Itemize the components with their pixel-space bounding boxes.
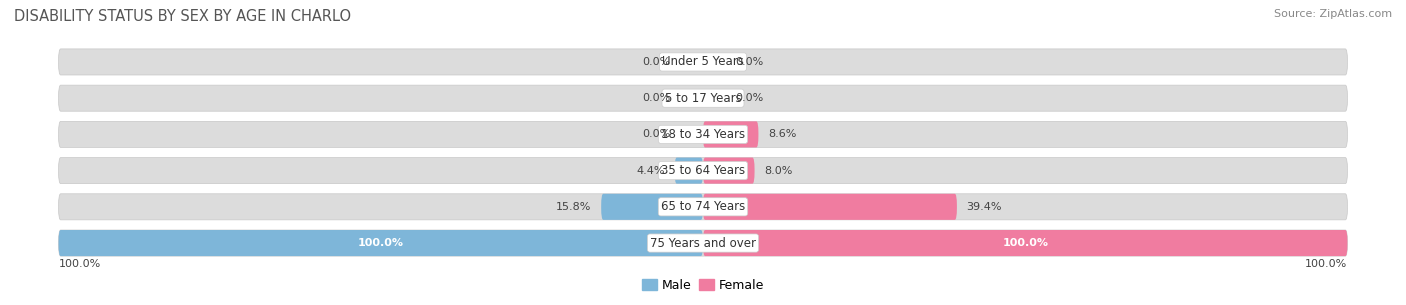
Text: Source: ZipAtlas.com: Source: ZipAtlas.com (1274, 9, 1392, 19)
Text: 0.0%: 0.0% (735, 93, 763, 103)
Text: 100.0%: 100.0% (1305, 259, 1347, 269)
Text: 5 to 17 Years: 5 to 17 Years (665, 92, 741, 105)
Text: 35 to 64 Years: 35 to 64 Years (661, 164, 745, 177)
FancyBboxPatch shape (703, 121, 758, 147)
FancyBboxPatch shape (675, 158, 703, 184)
FancyBboxPatch shape (602, 194, 703, 220)
FancyBboxPatch shape (59, 158, 1347, 184)
Text: 65 to 74 Years: 65 to 74 Years (661, 200, 745, 213)
Text: Under 5 Years: Under 5 Years (662, 56, 744, 68)
FancyBboxPatch shape (703, 158, 755, 184)
Text: 0.0%: 0.0% (643, 93, 671, 103)
FancyBboxPatch shape (59, 49, 1347, 75)
Text: 8.0%: 8.0% (765, 166, 793, 176)
Text: 4.4%: 4.4% (637, 166, 665, 176)
Text: 18 to 34 Years: 18 to 34 Years (661, 128, 745, 141)
Text: 15.8%: 15.8% (557, 202, 592, 212)
Text: 100.0%: 100.0% (1002, 238, 1049, 248)
Text: 100.0%: 100.0% (357, 238, 404, 248)
FancyBboxPatch shape (59, 230, 1347, 256)
FancyBboxPatch shape (59, 194, 1347, 220)
Text: 39.4%: 39.4% (966, 202, 1002, 212)
Text: 0.0%: 0.0% (735, 57, 763, 67)
Text: 0.0%: 0.0% (643, 129, 671, 139)
FancyBboxPatch shape (59, 121, 1347, 147)
FancyBboxPatch shape (59, 85, 1347, 111)
Legend: Male, Female: Male, Female (637, 274, 769, 297)
Text: 75 Years and over: 75 Years and over (650, 237, 756, 249)
FancyBboxPatch shape (703, 230, 1347, 256)
Text: 0.0%: 0.0% (643, 57, 671, 67)
Text: 100.0%: 100.0% (59, 259, 101, 269)
FancyBboxPatch shape (703, 194, 957, 220)
Text: DISABILITY STATUS BY SEX BY AGE IN CHARLO: DISABILITY STATUS BY SEX BY AGE IN CHARL… (14, 9, 352, 24)
FancyBboxPatch shape (59, 230, 703, 256)
Text: 8.6%: 8.6% (768, 129, 796, 139)
